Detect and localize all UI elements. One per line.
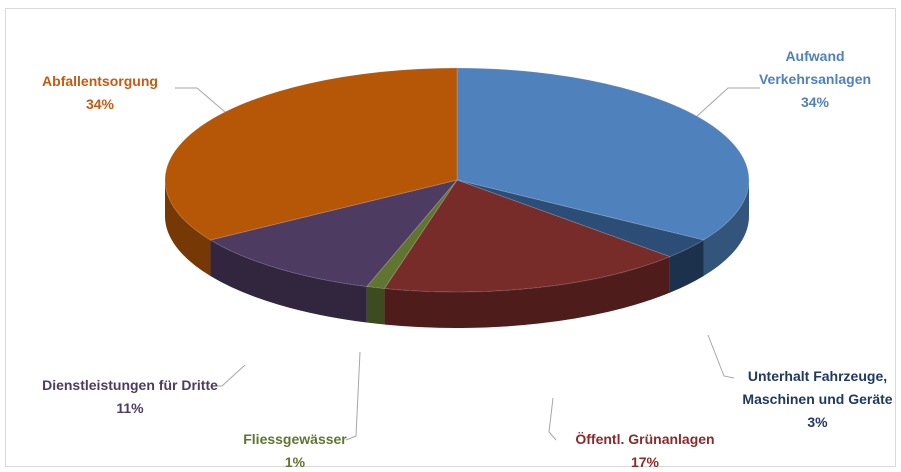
value-label: 1% [284,454,306,470]
slice [456,67,750,241]
slice-side-shade [703,180,749,277]
category-label: Dienstleistungen für Dritte [42,377,218,393]
leader-line [345,351,361,441]
slice-side [669,240,704,293]
category-label: Aufwand Verkehrsanlagen [758,48,872,87]
value-label: 11% [116,400,144,416]
leader-line [210,364,246,387]
leader-line [175,87,233,119]
value-label: 3% [807,414,828,430]
category-label: Abfallentsorgung [42,73,158,89]
slice-side [703,180,749,277]
category-label: Öffentl. Grünanlagen [575,431,715,447]
slice-side [384,256,670,329]
slice [164,67,458,241]
slice-side-shade [384,256,670,329]
slice-side-shade [669,240,704,293]
value-label: 17% [630,454,660,470]
leader-line [548,397,557,441]
leader-line [707,334,735,379]
category-label: Unterhalt Fahrzeuge, Maschinen und Gerät… [742,368,893,407]
leader-line [694,87,760,119]
slice-side-shade [165,180,211,277]
slice [456,179,705,258]
data-label: Dienstleistungen für Dritte 11% [40,374,220,420]
slice-side [165,180,211,277]
value-label: 34% [85,96,115,112]
slice-side-shade [366,286,385,325]
slice [209,179,459,288]
chart-border [5,8,896,467]
slice-side [366,286,385,325]
slice [365,179,458,290]
data-label: Fliessgewässer 1% [215,428,375,472]
slice-side-shade [210,240,367,323]
category-label: Fliessgewässer [243,431,347,447]
data-label: Aufwand Verkehrsanlagen 34% [735,45,895,114]
data-label: Unterhalt Fahrzeuge, Maschinen und Gerät… [725,365,901,434]
data-label: Abfallentsorgung 34% [20,70,180,116]
slice-side [210,240,367,323]
value-label: 34% [800,94,830,110]
data-label: Öffentl. Grünanlagen 17% [545,428,745,472]
slice [383,179,672,293]
